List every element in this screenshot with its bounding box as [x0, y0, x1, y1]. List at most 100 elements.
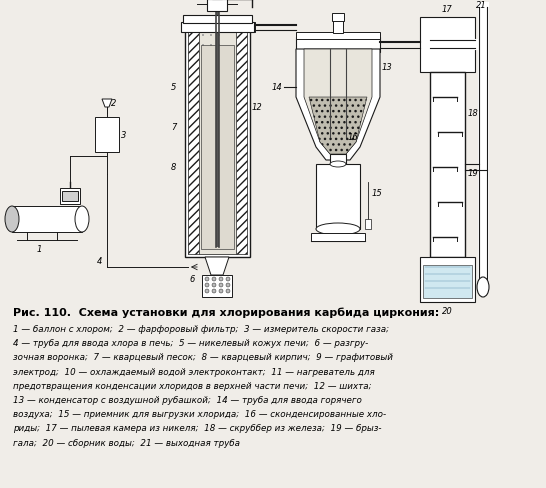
Polygon shape	[304, 50, 372, 155]
Circle shape	[205, 289, 209, 293]
Circle shape	[218, 125, 220, 127]
Bar	[188, 31, 199, 254]
Text: 20: 20	[442, 306, 453, 315]
Bar	[296, 33, 380, 40]
Circle shape	[210, 65, 212, 67]
Circle shape	[212, 284, 216, 287]
Text: 18: 18	[468, 108, 479, 117]
Circle shape	[210, 145, 212, 147]
Text: 6: 6	[189, 275, 194, 284]
Circle shape	[226, 289, 230, 293]
Circle shape	[202, 184, 204, 186]
Bar	[95, 118, 119, 153]
Circle shape	[218, 135, 220, 137]
Text: 14: 14	[272, 83, 283, 92]
Circle shape	[218, 105, 220, 107]
Text: воздуха;  15 — приемник для выгрузки хлорида;  16 — сконденсированные хло-: воздуха; 15 — приемник для выгрузки хлор…	[13, 409, 386, 418]
Circle shape	[210, 85, 212, 87]
Circle shape	[202, 145, 204, 147]
Text: предотвращения конденсации хлоридов в верхней части печи;  12 — шихта;: предотвращения конденсации хлоридов в ве…	[13, 381, 372, 390]
Bar	[12, 206, 82, 232]
Circle shape	[210, 125, 212, 127]
Text: 16: 16	[348, 133, 359, 142]
Circle shape	[218, 95, 220, 97]
Text: 4 — труба для ввода хлора в печь;  5 — никелевый кожух печи;  6 — разгру-: 4 — труба для ввода хлора в печь; 5 — ни…	[13, 339, 368, 347]
Circle shape	[202, 175, 204, 177]
Circle shape	[219, 289, 223, 293]
Polygon shape	[102, 100, 112, 108]
Text: 13: 13	[382, 63, 393, 72]
Text: 7: 7	[171, 123, 176, 132]
Circle shape	[210, 35, 212, 37]
Circle shape	[202, 164, 204, 167]
Circle shape	[202, 75, 204, 77]
Circle shape	[219, 284, 223, 287]
Circle shape	[218, 35, 220, 37]
Text: риды;  17 — пылевая камера из никеля;  18 — скруббер из железа;  19 — брыз-: риды; 17 — пылевая камера из никеля; 18 …	[13, 424, 382, 432]
Text: 19: 19	[468, 168, 479, 177]
Circle shape	[212, 289, 216, 293]
Circle shape	[202, 85, 204, 87]
Text: 2: 2	[111, 99, 116, 108]
Text: 1: 1	[37, 245, 43, 254]
Bar	[316, 164, 360, 229]
Bar	[365, 220, 371, 229]
Circle shape	[210, 164, 212, 167]
Circle shape	[202, 125, 204, 127]
Ellipse shape	[477, 278, 489, 297]
Bar	[423, 265, 472, 298]
Polygon shape	[296, 50, 380, 161]
Polygon shape	[205, 258, 229, 275]
Circle shape	[218, 224, 220, 226]
Text: 3: 3	[121, 131, 126, 140]
Circle shape	[210, 155, 212, 157]
Circle shape	[218, 115, 220, 117]
Bar	[181, 23, 254, 33]
Circle shape	[226, 278, 230, 282]
Circle shape	[202, 115, 204, 117]
Text: 13 — конденсатор с воздушной рубашкой;  14 — труба для ввода горячего: 13 — конденсатор с воздушной рубашкой; 1…	[13, 395, 362, 404]
Text: 4: 4	[97, 257, 103, 266]
Circle shape	[210, 184, 212, 186]
Bar	[183, 16, 252, 24]
Circle shape	[202, 215, 204, 217]
Text: 21: 21	[476, 0, 486, 9]
Bar	[199, 31, 236, 254]
Circle shape	[202, 45, 204, 47]
Circle shape	[210, 175, 212, 177]
Circle shape	[212, 278, 216, 282]
Bar	[330, 155, 346, 164]
Circle shape	[210, 204, 212, 206]
Circle shape	[205, 284, 209, 287]
Circle shape	[218, 45, 220, 47]
Circle shape	[226, 284, 230, 287]
Circle shape	[202, 155, 204, 157]
Circle shape	[210, 95, 212, 97]
Circle shape	[218, 195, 220, 197]
Ellipse shape	[330, 162, 346, 168]
Bar	[250, 23, 255, 33]
Bar	[430, 73, 465, 258]
Circle shape	[218, 175, 220, 177]
Circle shape	[202, 204, 204, 206]
Bar	[207, 0, 227, 12]
Circle shape	[210, 105, 212, 107]
Ellipse shape	[75, 206, 89, 232]
Text: 8: 8	[171, 163, 176, 172]
Text: 17: 17	[442, 5, 453, 15]
Circle shape	[218, 204, 220, 206]
Circle shape	[210, 215, 212, 217]
Circle shape	[210, 195, 212, 197]
Text: зочная воронка;  7 — кварцевый песок;  8 — кварцевый кирпич;  9 — графитовый: зочная воронка; 7 — кварцевый песок; 8 —…	[13, 353, 393, 362]
Circle shape	[218, 164, 220, 167]
Bar	[236, 31, 247, 254]
Bar	[62, 192, 78, 202]
Circle shape	[210, 135, 212, 137]
Text: электрод;  10 — охлаждаемый водой электроконтакт;  11 — нагреватель для: электрод; 10 — охлаждаемый водой электро…	[13, 367, 375, 376]
Circle shape	[202, 105, 204, 107]
Bar	[216, 0, 218, 247]
Polygon shape	[309, 98, 367, 155]
Text: гала;  20 — сборник воды;  21 — выходная труба: гала; 20 — сборник воды; 21 — выходная т…	[13, 438, 240, 447]
Text: 15: 15	[372, 188, 383, 197]
Bar	[420, 18, 475, 73]
